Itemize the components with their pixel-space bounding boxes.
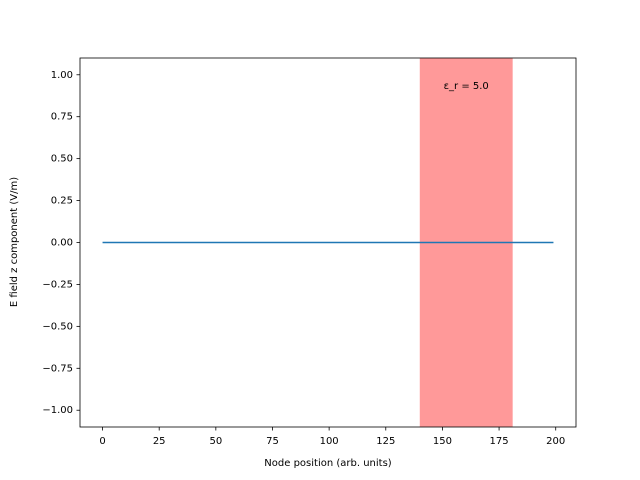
x-tick-label: 150 — [433, 436, 452, 447]
x-axis-label: Node position (arb. units) — [264, 458, 391, 469]
x-tick-label: 125 — [376, 436, 395, 447]
y-tick-label: 0.75 — [51, 112, 73, 123]
y-tick-label: 1.00 — [51, 70, 73, 81]
x-tick-label: 50 — [209, 436, 222, 447]
region-label: ε_r = 5.0 — [444, 81, 489, 92]
x-tick-label: 100 — [320, 436, 339, 447]
y-tick-label: −1.00 — [42, 405, 73, 416]
x-tick-label: 200 — [546, 436, 565, 447]
y-tick-label: 0.25 — [51, 196, 73, 207]
y-tick-label: 0.00 — [51, 238, 73, 249]
y-tick-label: −0.75 — [42, 363, 73, 374]
x-tick-label: 175 — [490, 436, 509, 447]
y-tick-label: −0.50 — [42, 321, 73, 332]
y-axis-label: E field z component (V/m) — [9, 177, 20, 307]
x-tick-label: 0 — [99, 436, 105, 447]
x-tick-label: 25 — [153, 436, 166, 447]
y-tick-label: 0.50 — [51, 154, 73, 165]
y-tick-label: −0.25 — [42, 279, 73, 290]
x-tick-label: 75 — [266, 436, 279, 447]
